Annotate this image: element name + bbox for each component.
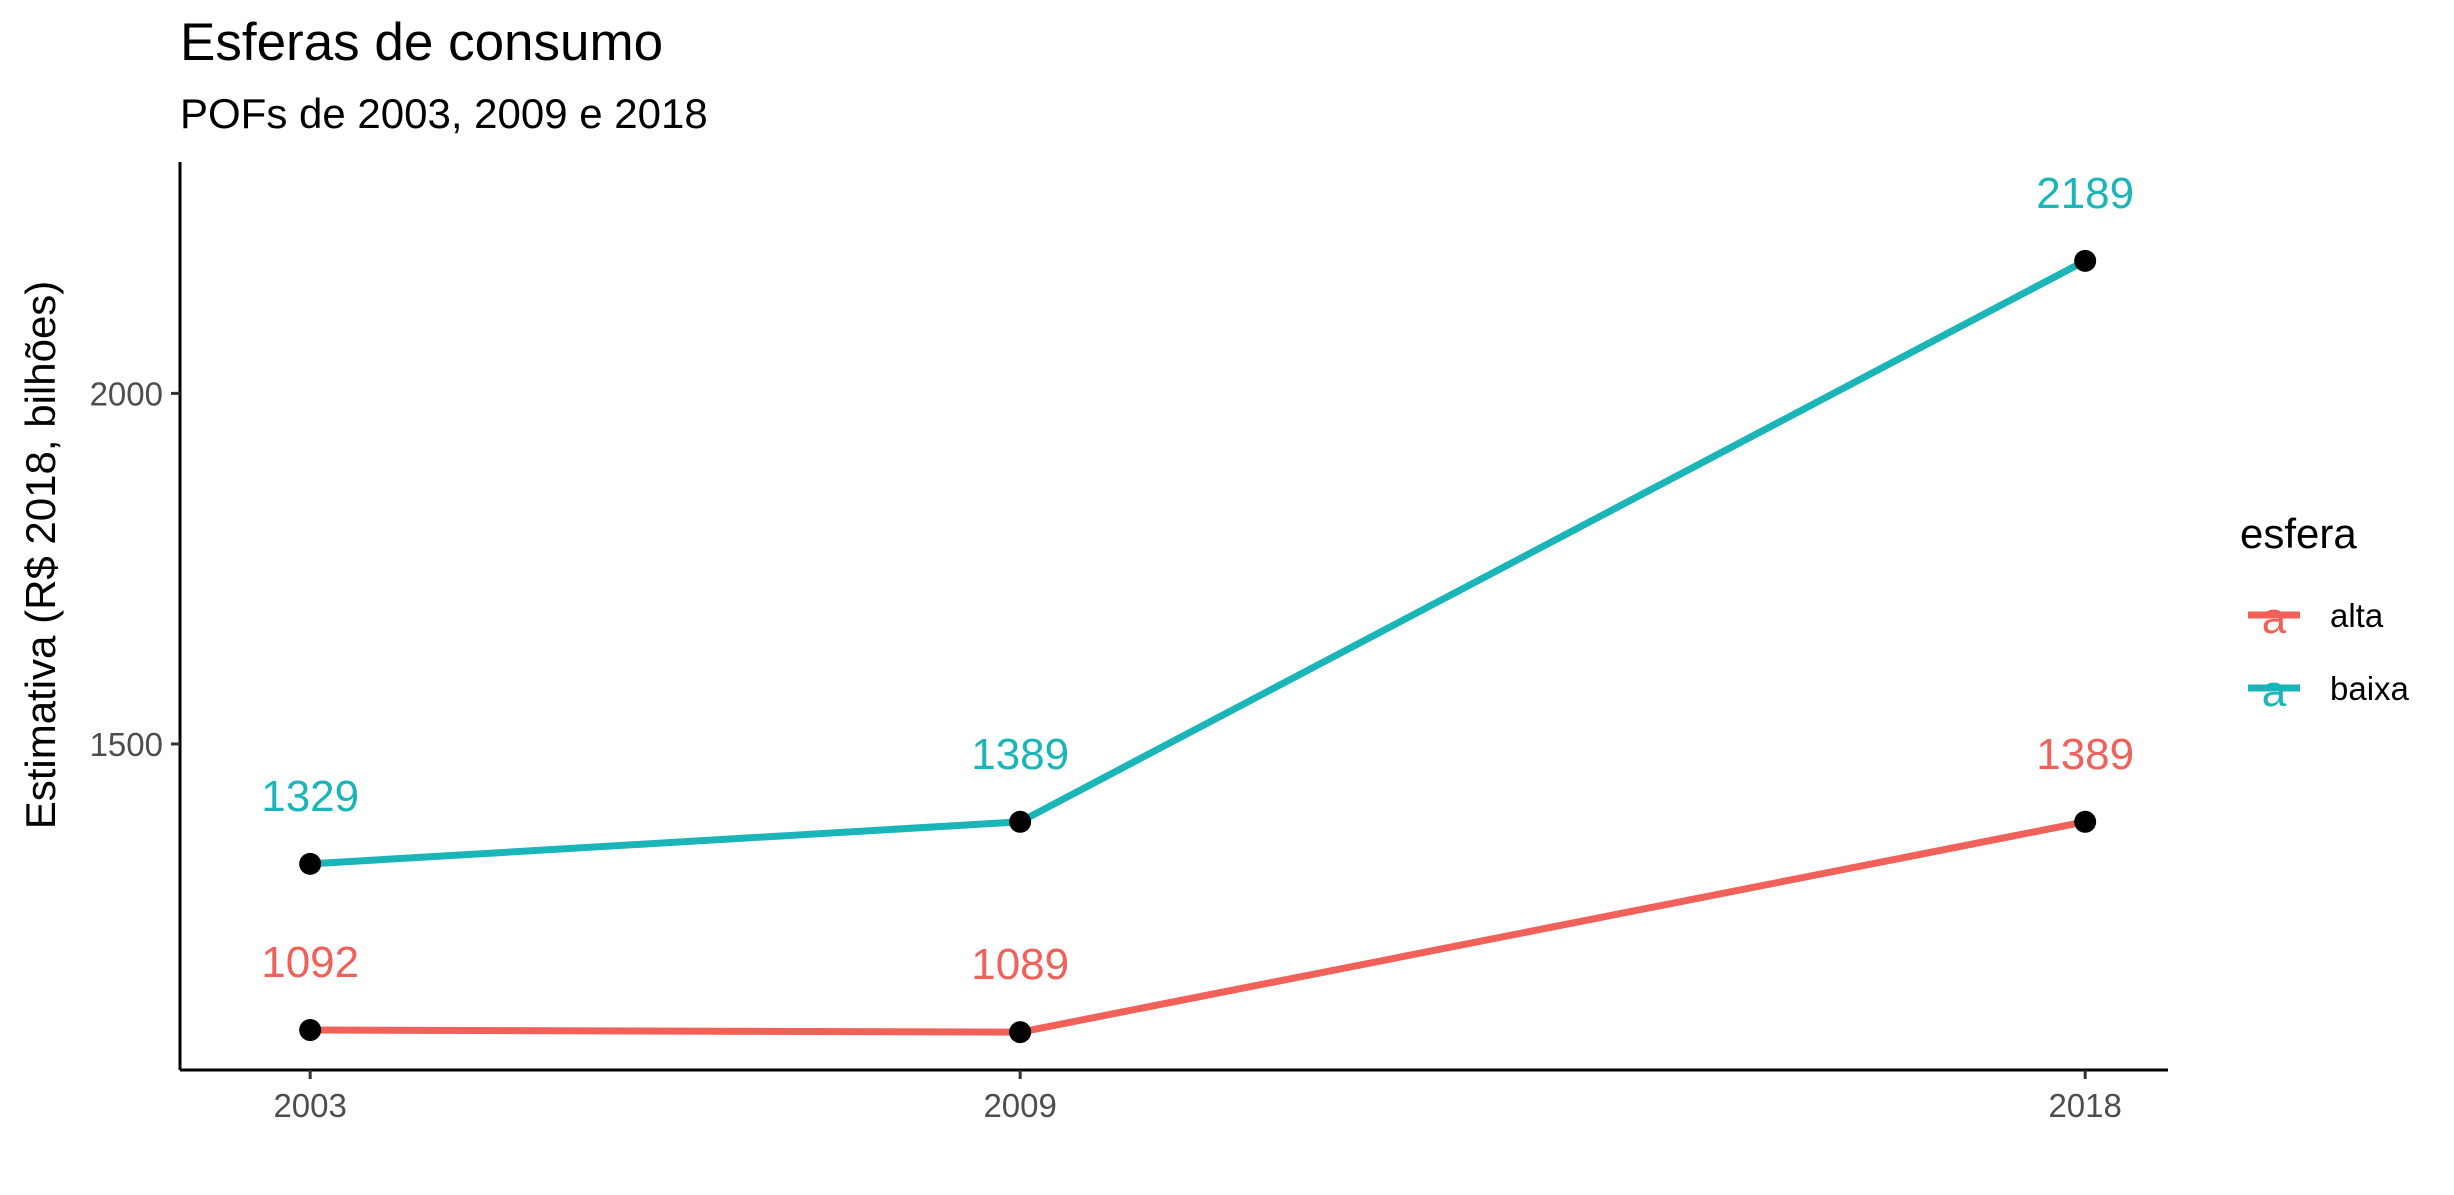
legend-key-glyph-alta: a [2262, 594, 2287, 643]
x-tick-label-2009: 2009 [983, 1087, 1056, 1124]
legend-key-glyph-baixa: a [2262, 667, 2287, 716]
chart-subtitle: POFs de 2003, 2009 e 2018 [180, 90, 708, 137]
data-label-baixa-2009: 1389 [971, 730, 1069, 779]
x-tick-label-2003: 2003 [273, 1087, 346, 1124]
series-line-alta [310, 818, 2086, 1036]
legend-label-alta: alta [2330, 597, 2384, 634]
y-axis-title: Estimativa (R$ 2018, bilhões) [17, 281, 64, 830]
data-label-alta-2009: 1089 [971, 940, 1069, 989]
data-label-baixa-2018: 2189 [2036, 169, 2134, 218]
data-point-alta-2018 [2074, 810, 2097, 833]
data-label-baixa-2003: 1329 [261, 772, 359, 821]
legend-label-baixa: baixa [2330, 670, 2410, 707]
plot-panel: 1500 2000 2003 2009 2018 1092 1089 1389 1329 1389… [90, 162, 2168, 1124]
chart-title: Esferas de consumo [180, 13, 663, 72]
y-tick-label-2000: 2000 [90, 375, 163, 412]
x-tick-label-2018: 2018 [2048, 1087, 2121, 1124]
data-label-alta-2003: 1092 [261, 938, 359, 987]
data-point-baixa-2018 [2074, 249, 2097, 272]
data-point-baixa-2003 [299, 852, 322, 875]
series-line-baixa [309, 257, 2087, 868]
y-tick-label-1500: 1500 [90, 726, 163, 763]
legend-title: esfera [2240, 510, 2357, 557]
legend: esfera a alta a baixa [2240, 510, 2410, 716]
data-point-baixa-2009 [1009, 810, 1032, 833]
data-point-alta-2003 [299, 1019, 322, 1042]
data-point-alta-2009 [1009, 1021, 1032, 1044]
data-label-alta-2018: 1389 [2036, 730, 2134, 779]
